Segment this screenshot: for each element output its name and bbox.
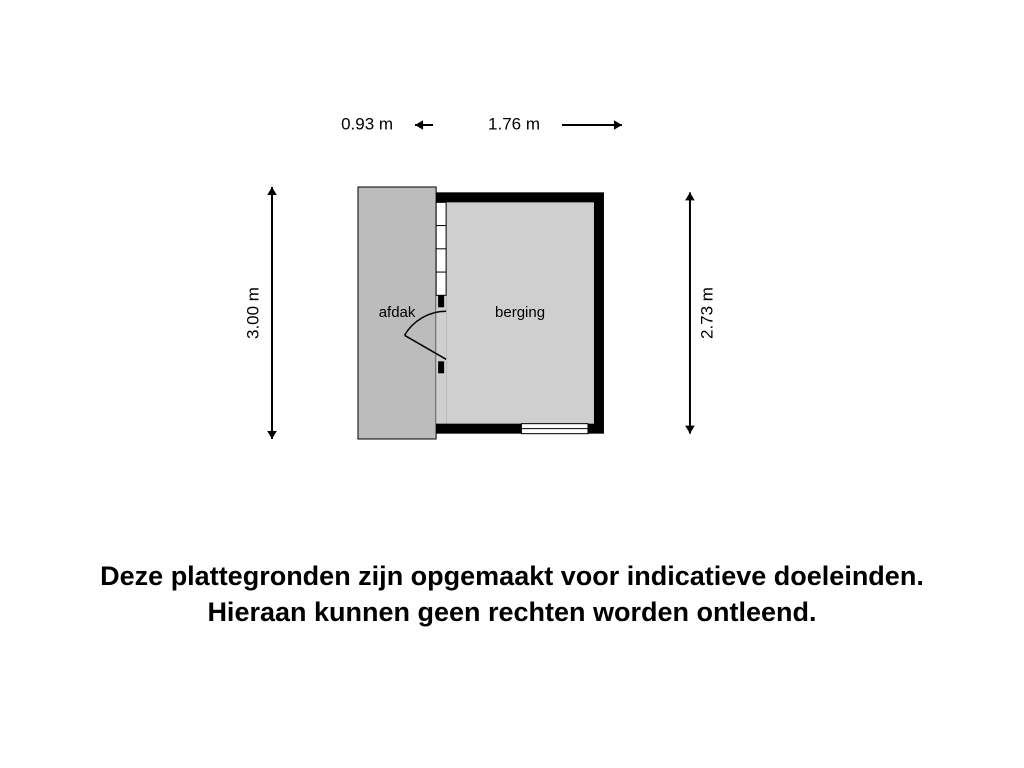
svg-text:2.73 m: 2.73 m <box>697 287 716 339</box>
disclaimer-line-2: Hieraan kunnen geen rechten worden ontle… <box>0 594 1024 630</box>
svg-text:afdak: afdak <box>379 304 416 321</box>
svg-text:berging: berging <box>495 304 545 321</box>
floorplan-diagram: afdak berging 0.93 m 1.76 m 3.00 m 2.73 m <box>0 0 1024 768</box>
svg-text:1.76 m: 1.76 m <box>488 114 540 133</box>
svg-text:0.93 m: 0.93 m <box>341 114 393 133</box>
disclaimer-line-1: Deze plattegronden zijn opgemaakt voor i… <box>0 558 1024 594</box>
disclaimer-text: Deze plattegronden zijn opgemaakt voor i… <box>0 558 1024 631</box>
svg-text:3.00 m: 3.00 m <box>243 287 262 339</box>
